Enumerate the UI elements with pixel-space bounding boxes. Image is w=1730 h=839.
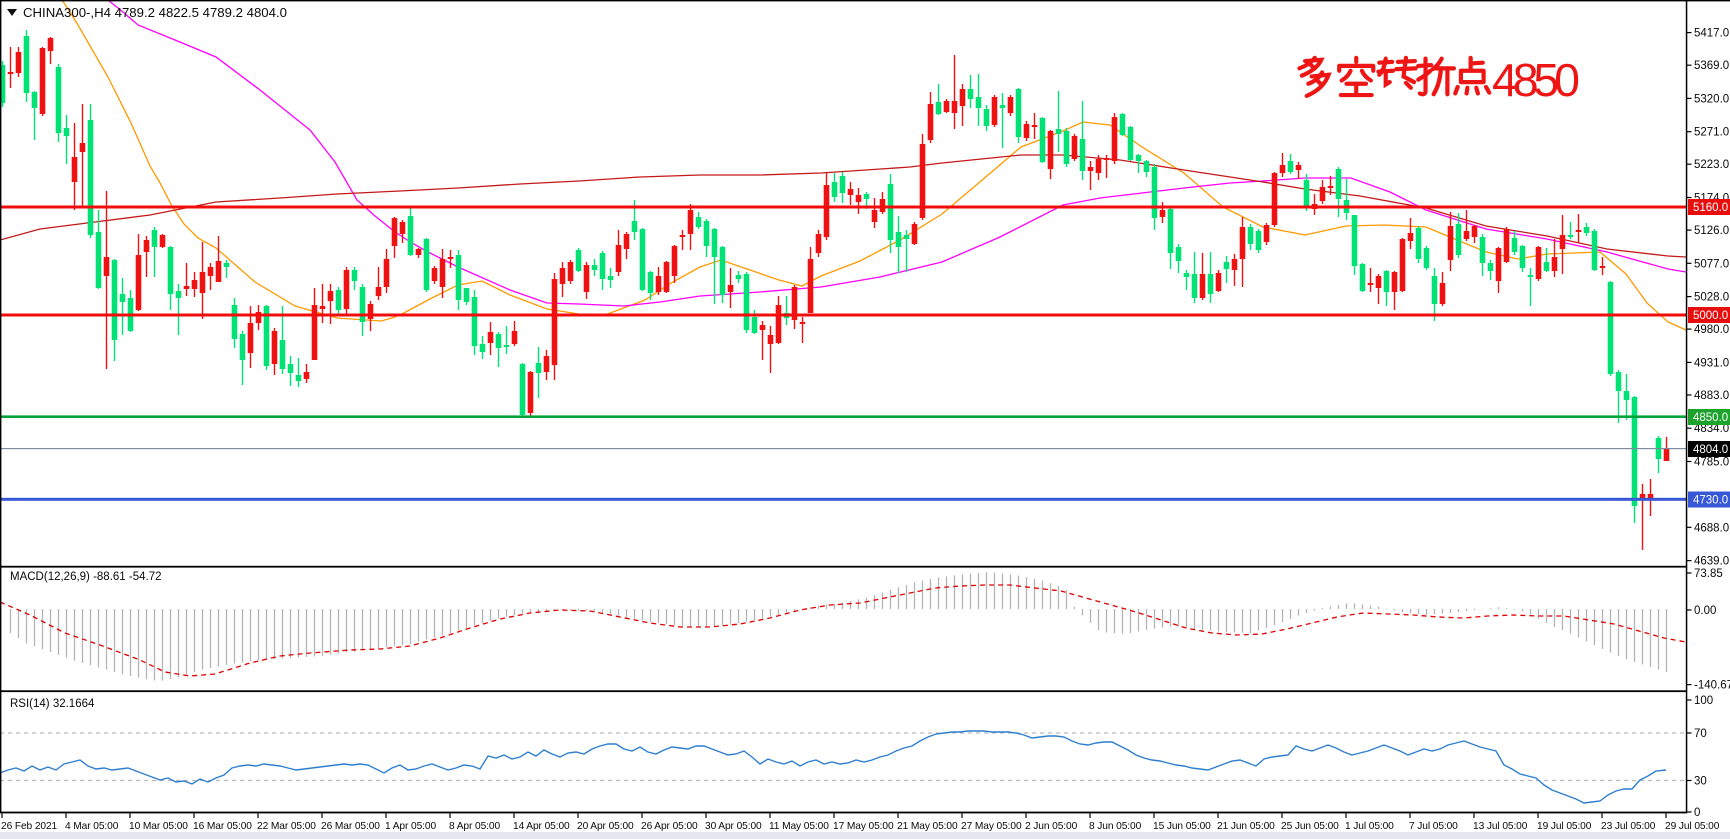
svg-text:MACD(12,26,9) -88.61 -54.72: MACD(12,26,9) -88.61 -54.72 — [10, 571, 162, 583]
svg-text:16 Mar 05:00: 16 Mar 05:00 — [193, 821, 252, 832]
svg-text:23 Jul 05:00: 23 Jul 05:00 — [1601, 821, 1656, 832]
svg-text:5077.0: 5077.0 — [1694, 258, 1729, 270]
svg-text:4883.0: 4883.0 — [1694, 390, 1729, 402]
svg-text:7 Jul 05:00: 7 Jul 05:00 — [1409, 821, 1458, 832]
svg-text:27 May 05:00: 27 May 05:00 — [961, 821, 1022, 832]
svg-text:8 Apr 05:00: 8 Apr 05:00 — [449, 821, 500, 832]
svg-text:4834.0: 4834.0 — [1694, 423, 1729, 435]
svg-text:5126.0: 5126.0 — [1694, 225, 1729, 237]
svg-text:RSI(14) 32.1664: RSI(14) 32.1664 — [10, 698, 95, 710]
svg-text:CHINA300-,H4 4789.2 4822.5 47: CHINA300-,H4 4789.2 4822.5 4789.2 4804.0 — [23, 5, 287, 20]
svg-text:100: 100 — [1694, 695, 1713, 707]
svg-text:5320.0: 5320.0 — [1694, 93, 1729, 105]
svg-text:0.00: 0.00 — [1694, 605, 1716, 617]
svg-text:73.85: 73.85 — [1694, 568, 1723, 580]
svg-text:4639.0: 4639.0 — [1694, 556, 1729, 568]
svg-text:4785.0: 4785.0 — [1694, 457, 1729, 469]
svg-text:15 Jun 05:00: 15 Jun 05:00 — [1153, 821, 1211, 832]
svg-text:4850.0: 4850.0 — [1693, 412, 1728, 424]
svg-text:4931.0: 4931.0 — [1694, 357, 1729, 369]
svg-text:19 Jul 05:00: 19 Jul 05:00 — [1537, 821, 1592, 832]
svg-text:20 Apr 05:00: 20 Apr 05:00 — [577, 821, 634, 832]
svg-text:21 May 05:00: 21 May 05:00 — [897, 821, 958, 832]
svg-text:-140.67: -140.67 — [1694, 680, 1730, 692]
svg-text:1 Apr 05:00: 1 Apr 05:00 — [385, 821, 436, 832]
svg-text:4688.0: 4688.0 — [1694, 522, 1729, 534]
svg-text:4850: 4850 — [1492, 54, 1580, 106]
svg-text:10 Mar 05:00: 10 Mar 05:00 — [129, 821, 188, 832]
svg-text:4980.0: 4980.0 — [1694, 324, 1729, 336]
svg-text:26 Mar 05:00: 26 Mar 05:00 — [321, 821, 380, 832]
svg-text:4730.0: 4730.0 — [1693, 495, 1728, 507]
svg-text:70: 70 — [1694, 728, 1707, 740]
svg-text:14 Apr 05:00: 14 Apr 05:00 — [513, 821, 570, 832]
svg-text:25 Jun 05:00: 25 Jun 05:00 — [1281, 821, 1339, 832]
svg-text:5223.0: 5223.0 — [1694, 159, 1729, 171]
svg-text:5000.0: 5000.0 — [1693, 310, 1728, 322]
svg-text:30: 30 — [1694, 776, 1707, 788]
svg-text:2 Jun 05:00: 2 Jun 05:00 — [1025, 821, 1078, 832]
svg-text:21 Jun 05:00: 21 Jun 05:00 — [1217, 821, 1275, 832]
svg-text:8 Jun 05:00: 8 Jun 05:00 — [1089, 821, 1142, 832]
svg-text:17 May 05:00: 17 May 05:00 — [833, 821, 894, 832]
svg-text:13 Jul 05:00: 13 Jul 05:00 — [1473, 821, 1528, 832]
svg-text:22 Mar 05:00: 22 Mar 05:00 — [257, 821, 316, 832]
svg-text:26 Feb 2021: 26 Feb 2021 — [1, 821, 58, 832]
svg-text:5028.0: 5028.0 — [1694, 292, 1729, 304]
svg-text:11 May 05:00: 11 May 05:00 — [769, 821, 829, 832]
svg-text:26 Apr 05:00: 26 Apr 05:00 — [641, 821, 698, 832]
svg-text:4804.0: 4804.0 — [1693, 444, 1728, 456]
svg-text:5417.0: 5417.0 — [1694, 28, 1729, 40]
svg-text:5160.0: 5160.0 — [1693, 202, 1728, 214]
svg-text:0: 0 — [1694, 807, 1700, 819]
svg-text:5271.0: 5271.0 — [1694, 127, 1729, 139]
svg-text:29 Jul 05:00: 29 Jul 05:00 — [1665, 821, 1720, 832]
svg-text:1 Jul 05:00: 1 Jul 05:00 — [1345, 821, 1394, 832]
svg-text:5369.0: 5369.0 — [1694, 60, 1729, 72]
svg-text:30 Apr 05:00: 30 Apr 05:00 — [705, 821, 762, 832]
svg-text:4 Mar 05:00: 4 Mar 05:00 — [65, 821, 119, 832]
